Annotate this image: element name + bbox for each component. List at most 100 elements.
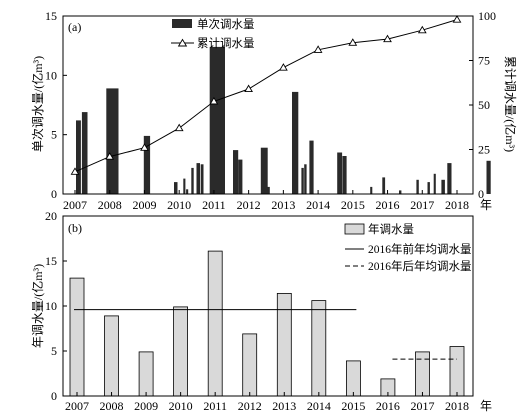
b-x-tick-label: 2017 <box>410 399 434 413</box>
single-transfer-bar <box>191 167 194 194</box>
b-y-tick-label: 5 <box>51 344 57 358</box>
single-transfer-bar <box>260 147 268 194</box>
panel-a-legend: 单次调水量 累计调水量 <box>171 17 255 50</box>
panel-b-x-ticks: 2007 2008 2009 2010 2011 2012 2013 2014 2015 2016… <box>65 392 469 413</box>
annual-transfer-bar <box>104 315 119 397</box>
left-tick-label: 0 <box>51 187 57 201</box>
legend-bar-swatch <box>172 19 192 28</box>
x-tick-label: 2017 <box>410 198 434 212</box>
b-y-tick-label: 20 <box>45 209 57 223</box>
single-transfer-bar <box>427 182 430 194</box>
cumulative-point-marker <box>140 143 149 151</box>
single-transfer-bar <box>486 160 491 194</box>
b-x-tick-label: 2009 <box>134 399 158 413</box>
cumulative-point-marker <box>174 123 184 132</box>
single-transfer-bar <box>382 177 386 194</box>
annual-transfer-bar <box>69 277 85 397</box>
panel-b-frame <box>62 215 474 397</box>
single-transfer-bar <box>106 88 119 194</box>
x-tick-label: 2010 <box>167 198 191 212</box>
single-transfer-bar <box>416 179 419 194</box>
cumulative-point-marker <box>105 152 115 160</box>
panel-b-x-unit: 年 <box>480 399 492 413</box>
panel-a-label: (a) <box>68 20 81 34</box>
single-transfer-bar <box>209 46 225 195</box>
x-tick-label: 2013 <box>271 198 295 212</box>
single-transfer-bar <box>370 186 373 194</box>
single-transfer-bar <box>292 91 299 194</box>
b-x-tick-label: 2007 <box>65 399 89 413</box>
panel-a-x-unit: 年 <box>480 198 492 212</box>
cumulative-point-marker <box>452 15 462 23</box>
x-tick-label: 2008 <box>98 198 122 212</box>
cumulative-point-marker <box>279 63 288 71</box>
annual-transfer-bar <box>207 250 223 397</box>
annual-transfer-bar <box>311 300 327 397</box>
cumulative-point-marker <box>383 34 392 43</box>
b-y-tick-label: 10 <box>45 299 57 313</box>
b-x-tick-label: 2015 <box>341 399 365 413</box>
b-x-tick-label: 2013 <box>272 399 296 413</box>
legend-solid-label: 2016年前年均调水量 <box>368 242 472 256</box>
left-tick-label: 15 <box>45 9 57 23</box>
panel-a-frame <box>62 15 474 195</box>
annual-transfer-bar <box>276 292 292 397</box>
x-tick-label: 2011 <box>202 198 226 212</box>
annual-transfer-bar <box>138 351 154 397</box>
annual-transfer-bar <box>242 333 258 397</box>
single-transfer-bar <box>183 178 186 194</box>
cumulative-line <box>74 19 458 173</box>
single-transfer-bar <box>441 179 445 194</box>
single-transfer-bar <box>238 159 243 194</box>
single-transfer-bar <box>81 112 88 194</box>
panel-b-label: (b) <box>68 221 82 235</box>
single-transfer-bar <box>304 164 307 194</box>
left-tick-label: 5 <box>51 128 57 142</box>
b-x-tick-label: 2011 <box>203 399 227 413</box>
b-x-tick-label: 2008 <box>100 399 124 413</box>
panel-a-right-axis-title: 累计调水量/(亿m³) <box>503 56 518 152</box>
single-transfer-bar <box>76 120 81 194</box>
b-x-tick-label: 2014 <box>307 399 331 413</box>
single-transfer-bar <box>267 186 270 194</box>
x-tick-label: 2007 <box>63 198 87 212</box>
single-transfer-bar <box>433 173 436 194</box>
x-tick-label: 2018 <box>445 198 469 212</box>
x-tick-label: 2016 <box>376 198 400 212</box>
right-tick-label: 75 <box>478 54 490 68</box>
cumulative-point-marker <box>209 96 219 105</box>
panel-a-bars <box>76 46 491 195</box>
single-transfer-bar <box>143 135 151 194</box>
panel-a-x-ticks: 2007 2008 2009 2010 2011 2012 2013 2014 2015 2016… <box>63 190 469 212</box>
cumulative-point-marker <box>244 84 253 93</box>
cumulative-point-marker <box>313 45 323 53</box>
cumulative-point-marker <box>70 167 80 175</box>
single-transfer-bar <box>196 163 200 194</box>
single-transfer-bar <box>233 150 239 194</box>
single-transfer-bar <box>301 167 304 194</box>
single-transfer-bar <box>186 189 189 194</box>
right-tick-label: 0 <box>478 187 484 201</box>
b-x-tick-label: 2012 <box>238 399 262 413</box>
panel-b: 0 5 10 15 20 2007 2008 2009 2010 2011 2012 2013 201… <box>30 209 492 413</box>
panel-b-y-ticks: 0 5 10 15 20 <box>45 209 67 403</box>
legend-triangle-marker <box>177 38 188 47</box>
legend-bar-label: 单次调水量 <box>197 17 255 31</box>
b-y-tick-label: 15 <box>45 254 57 268</box>
annual-transfer-bar <box>415 351 430 397</box>
legend-annual-swatch <box>344 223 365 235</box>
single-transfer-bar <box>309 140 314 194</box>
right-tick-label: 50 <box>478 98 490 112</box>
single-transfer-bar <box>337 152 343 194</box>
annual-transfer-bar <box>173 306 189 397</box>
annual-transfer-bar <box>345 360 361 397</box>
panel-a-right-ticks: 0 25 50 75 100 <box>469 9 496 201</box>
panel-a-left-ticks: 0 5 10 15 <box>45 9 67 201</box>
single-transfer-bar <box>342 156 347 194</box>
b-x-tick-label: 2016 <box>376 399 400 413</box>
b-x-tick-label: 2010 <box>169 399 193 413</box>
legend-dashed-label: 2016年后年均调水量 <box>368 259 472 273</box>
b-y-tick-label: 0 <box>51 389 57 403</box>
